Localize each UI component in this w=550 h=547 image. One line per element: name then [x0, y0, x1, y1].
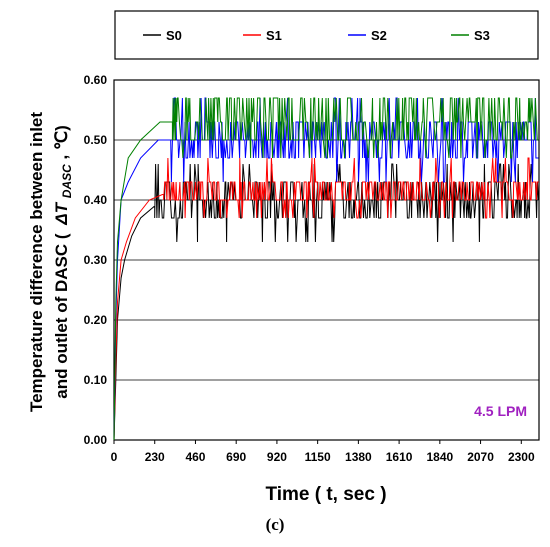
y-axis-title: Temperature difference between inlet and…: [27, 112, 75, 412]
x-tick-label: 460: [185, 450, 205, 464]
x-tick-label: 1150: [305, 450, 331, 464]
y-axis-title-subscript: DASC: [60, 164, 74, 198]
x-tick-label: 230: [145, 450, 165, 464]
flow-rate-annotation: 4.5 LPM: [474, 403, 527, 419]
legend-label-s0: S0: [166, 28, 182, 43]
x-tick-label: 1840: [426, 450, 453, 464]
y-axis-title-symbol: ΔT: [52, 201, 71, 225]
x-tick-label: 2300: [508, 450, 535, 464]
x-tick-label: 2070: [467, 450, 494, 464]
y-axis-title-line2-prefix: and outlet of DASC (: [52, 233, 71, 399]
y-tick-label: 0.00: [84, 433, 108, 447]
x-tick-label: 1380: [345, 450, 372, 464]
x-axis-title: Time ( t, sec ): [265, 484, 386, 505]
y-tick-label: 0.30: [84, 253, 108, 267]
plot-area: 0.00 0.10 0.20 0.30 0.40 0.50 0.60 0 230 460 690 9…: [84, 73, 540, 464]
y-tick-label: 0.40: [84, 193, 108, 207]
series-line-s1: [113, 157, 539, 441]
legend: S0 S1 S2 S3: [114, 10, 539, 60]
y-tick-label: 0.60: [84, 73, 108, 87]
x-tick-label: 690: [226, 450, 246, 464]
legend-label-s2: S2: [371, 28, 387, 43]
y-axis-title-line1: Temperature difference between inlet: [27, 112, 46, 412]
x-tick-label: 1610: [386, 450, 413, 464]
x-tick-label: 0: [111, 450, 118, 464]
y-axis-title-line2: and outlet of DASC ( ΔT DASC , ℃): [52, 125, 75, 399]
y-tick-label: 0.50: [84, 133, 108, 147]
figure-caption: (c): [266, 515, 285, 534]
legend-label-s3: S3: [474, 28, 490, 43]
y-tick-label: 0.20: [84, 313, 108, 327]
x-tick-label: 920: [267, 450, 287, 464]
series-line-s3: [113, 97, 539, 441]
legend-label-s1: S1: [266, 28, 282, 43]
y-axis-title-suffix: , ℃): [52, 125, 71, 159]
y-tick-label: 0.10: [84, 373, 108, 387]
